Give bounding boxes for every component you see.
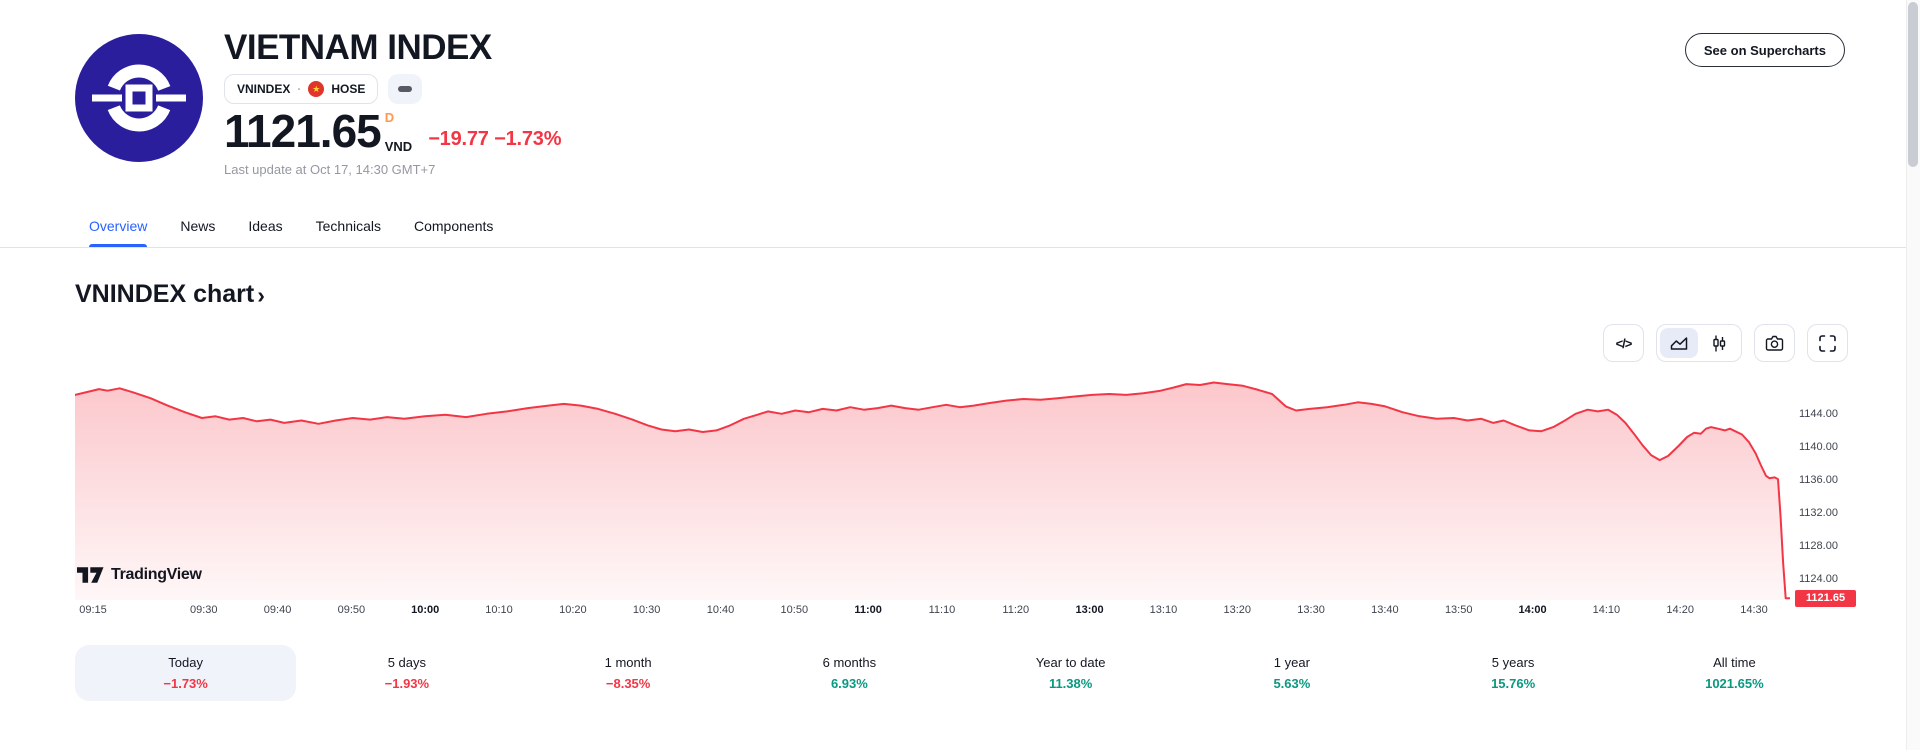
tradingview-watermark: TradingView (77, 566, 202, 584)
time-axis-label: 13:40 (1371, 604, 1399, 616)
period-5-days[interactable]: 5 days −1.93% (384, 655, 430, 691)
time-axis-label: 13:20 (1223, 604, 1251, 616)
period-all-time[interactable]: All time 1021.65% (1705, 655, 1764, 691)
last-price-badge: 1121.65 (1795, 590, 1856, 608)
price-axis-label: 1132.00 (1799, 506, 1838, 519)
price-row: 1121.65 D VND −19.77 −1.73% (224, 105, 562, 157)
chart-toolbar: </> (1603, 324, 1848, 362)
price-axis-label: 1136.00 (1799, 473, 1838, 486)
page-scrollbar[interactable] (1906, 0, 1920, 750)
price-chart[interactable]: 1144.00 1140.00 1136.00 1132.00 1128.00 1124.… (0, 380, 1920, 625)
time-axis-label: 10:00 (411, 604, 440, 616)
area-chart-icon[interactable] (1660, 328, 1698, 358)
period-year-to-date[interactable]: Year to date 11.38% (1035, 655, 1106, 691)
tab-components[interactable]: Components (414, 218, 494, 234)
tab-ideas[interactable]: Ideas (248, 218, 283, 234)
fullscreen-icon (1819, 334, 1836, 352)
area-chart-plot[interactable] (75, 380, 1790, 600)
time-axis-label: 10:10 (485, 604, 513, 616)
chart-type-toggle (1656, 324, 1742, 362)
time-axis-label: 11:20 (1002, 604, 1030, 616)
chart-section-title: VNINDEX chart (75, 280, 255, 308)
time-axis-label: 13:00 (1075, 604, 1104, 616)
chart-section-heading[interactable]: VNINDEX chart › (75, 280, 265, 309)
last-update-text: Last update at Oct 17, 14:30 GMT+7 (224, 162, 436, 177)
page-title: VIETNAM INDEX (224, 28, 492, 67)
screenshot-button[interactable] (1754, 324, 1795, 362)
tradingview-logo-text: TradingView (111, 566, 202, 583)
last-price: 1121.65 (224, 105, 382, 157)
time-axis-label: 13:30 (1297, 604, 1325, 616)
time-axis-label: 10:40 (706, 604, 735, 616)
chevron-right-icon: › (257, 281, 265, 308)
period-5-years[interactable]: 5 years 15.76% (1491, 655, 1536, 691)
interval-badge[interactable]: D (384, 110, 395, 126)
see-on-supercharts-button[interactable]: See on Supercharts (1684, 33, 1845, 67)
time-axis-label: 09:50 (337, 604, 366, 616)
more-options-button[interactable] (388, 74, 423, 104)
tab-news[interactable]: News (180, 218, 216, 234)
tabs-divider (0, 247, 1920, 248)
time-axis-label: 10:20 (559, 604, 587, 616)
more-icon (398, 86, 413, 92)
time-axis-label: 13:10 (1149, 604, 1178, 616)
currency-label: VND (384, 139, 413, 155)
tradingview-logo-icon (77, 567, 104, 583)
separator-dot: · (297, 82, 302, 96)
time-axis-label: 10:30 (632, 604, 661, 616)
period-1-year[interactable]: 1 year 5.63% (1273, 655, 1311, 691)
fullscreen-button[interactable] (1807, 324, 1848, 362)
symbol-exchange-badge[interactable]: VNINDEX · ★ HOSE (224, 74, 379, 104)
time-axis-label: 14:10 (1592, 604, 1621, 616)
price-axis-label: 1140.00 (1799, 440, 1838, 453)
price-axis-label: 1124.00 (1799, 572, 1838, 585)
time-axis-label: 13:50 (1444, 604, 1473, 616)
period-today[interactable]: Today −1.73% (75, 645, 297, 701)
period-selector: Today −1.73% 5 days −1.93% 1 month −8.35… (75, 645, 1845, 701)
price-axis-label: 1144.00 (1799, 407, 1838, 420)
time-axis-label: 11:10 (928, 604, 956, 616)
embed-code-button[interactable]: </> (1603, 324, 1644, 362)
period-6-months[interactable]: 6 months 6.93% (822, 655, 877, 691)
scrollbar-thumb[interactable] (1908, 2, 1918, 167)
period-1-month[interactable]: 1 month −8.35% (604, 655, 652, 691)
tab-bar: Overview News Ideas Technicals Component… (89, 218, 493, 247)
time-axis-label: 10:50 (780, 604, 809, 616)
time-axis-label: 09:40 (263, 604, 292, 616)
hose-exchange-logo (75, 34, 203, 162)
time-axis-label: 11:00 (854, 604, 882, 616)
time-axis-label: 14:20 (1666, 604, 1694, 616)
time-axis-label: 14:00 (1518, 604, 1547, 616)
time-axis[interactable]: 09:15 09:30 09:40 09:50 10:00 10:10 10:20 10:30… (75, 604, 1790, 620)
time-axis-label: 09:30 (189, 604, 218, 616)
symbol-ticker: VNINDEX (237, 82, 291, 96)
tab-technicals[interactable]: Technicals (315, 218, 381, 234)
camera-icon (1765, 335, 1784, 351)
vietnam-flag-icon: ★ (308, 81, 325, 97)
exchange-name: HOSE (331, 82, 366, 96)
candlestick-chart-icon[interactable] (1700, 328, 1738, 358)
tab-overview[interactable]: Overview (89, 218, 148, 247)
time-axis-label: 14:30 (1740, 604, 1768, 616)
price-units: D VND (385, 111, 412, 153)
price-axis-label: 1128.00 (1799, 539, 1838, 552)
code-icon: </> (1615, 335, 1633, 351)
symbol-row: VNINDEX · ★ HOSE (224, 74, 423, 104)
price-change: −19.77 −1.73% (428, 128, 562, 151)
time-axis-label: 09:15 (79, 604, 107, 616)
